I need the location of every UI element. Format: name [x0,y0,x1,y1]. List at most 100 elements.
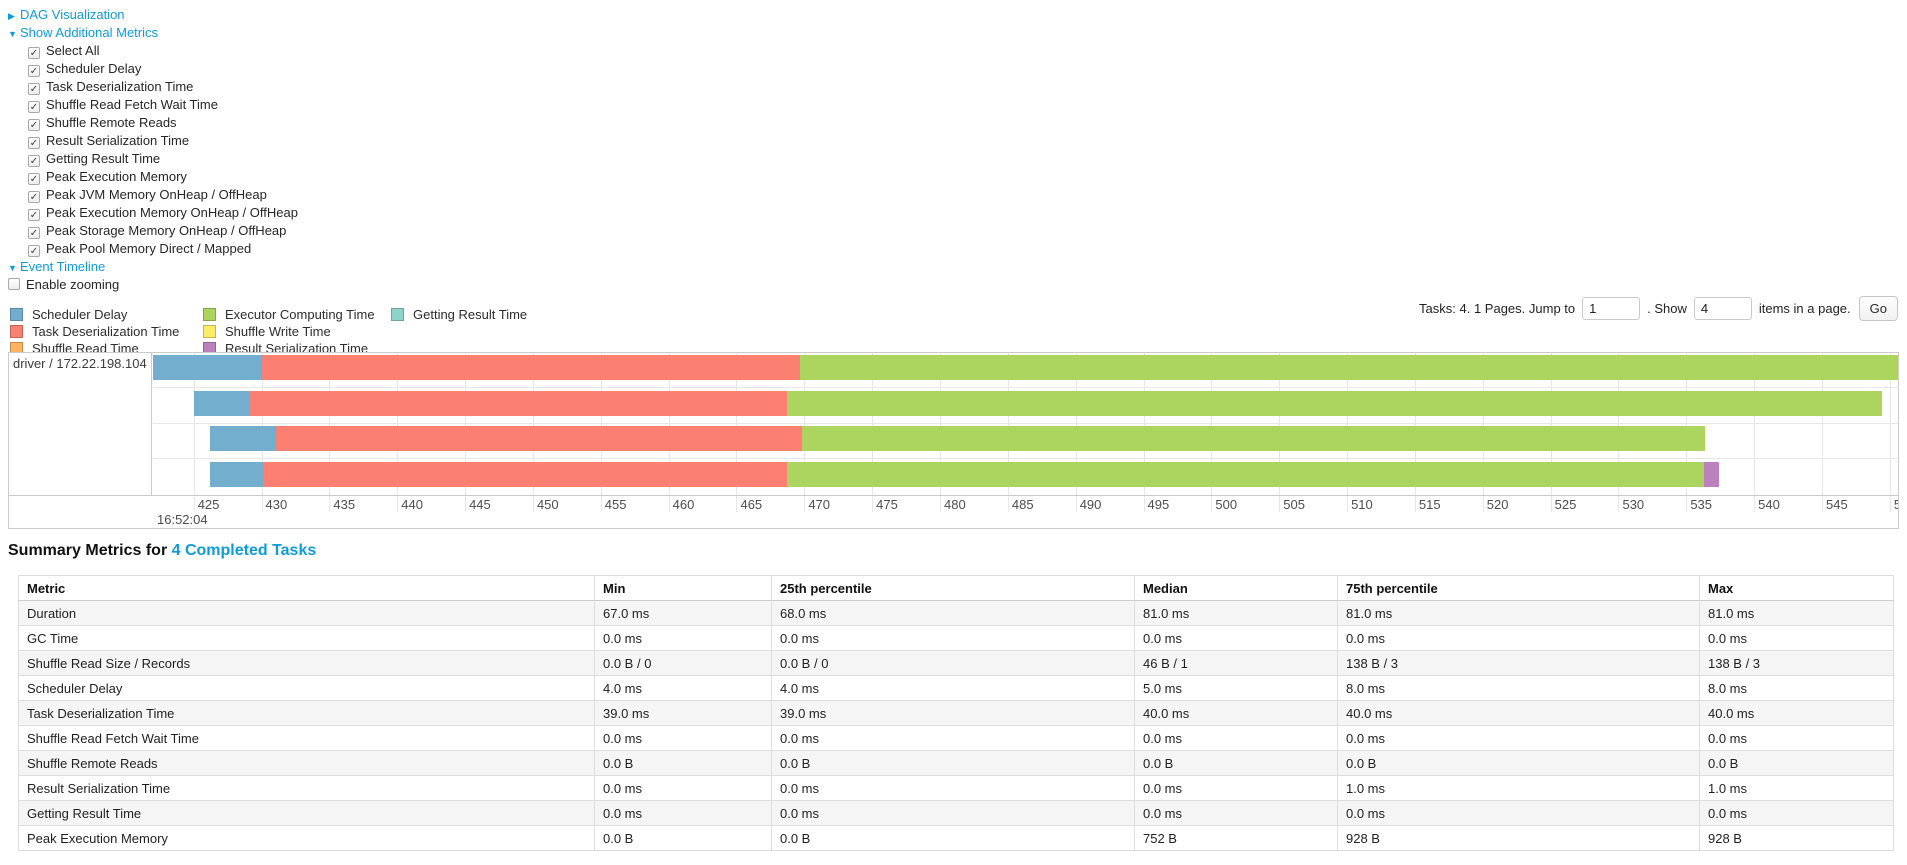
go-button[interactable]: Go [1858,296,1898,321]
axis-tick-label: 515 [1418,497,1441,512]
summary-title-prefix: Summary Metrics for [8,542,172,559]
metric-name-cell: Duration [18,600,595,626]
enable-zooming-checkbox[interactable] [8,278,20,290]
metric-checkbox[interactable]: ✓ [28,155,40,167]
axis-gridline [736,353,738,495]
event-timeline-label: Event Timeline [20,259,106,274]
metric-checkbox-item: ✓ Peak Pool Memory Direct / Mapped [28,240,528,258]
axis-tick-label: 535 [1690,497,1713,512]
legend-item: Shuffle Write Time [203,323,391,340]
metric-checkbox[interactable]: ✓ [28,119,40,131]
metric-checkbox[interactable]: ✓ [28,65,40,77]
axis-gridline [1414,353,1416,495]
metric-checkbox-label: Scheduler Delay [46,61,142,76]
axis-gridline [872,353,874,495]
task-segment-executor-computing[interactable] [800,355,1898,380]
task-segment-scheduler-delay[interactable] [209,426,277,451]
metric-value-cell: 39.0 ms [771,700,1135,726]
metric-checkbox-item: ✓ Scheduler Delay [28,60,528,78]
metric-name-cell: Shuffle Read Size / Records [18,650,595,676]
axis-tick-label: 495 [1147,497,1170,512]
dag-visualization-toggle[interactable]: ▶ DAG Visualization [8,6,528,24]
chevron-down-icon: ▼ [8,263,17,273]
table-header-cell: Min [594,575,772,601]
metric-checkbox[interactable]: ✓ [28,83,40,95]
metric-value-cell: 0.0 ms [1134,625,1338,651]
completed-tasks-link[interactable]: 4 Completed Tasks [171,542,317,559]
metric-checkbox[interactable]: ✓ [28,227,40,239]
task-segment-scheduler-delay[interactable] [209,461,263,487]
metric-checkbox-item: ✓ Task Deserialization Time [28,78,528,96]
pager-items-text: items in a page. [1758,301,1851,316]
metric-value-cell: 0.0 ms [1134,800,1338,826]
table-header-cell: Max [1699,575,1894,601]
metric-checkbox-label: Peak Storage Memory OnHeap / OffHeap [46,223,287,238]
task-segment-result-serialization[interactable] [1703,461,1719,487]
axis-tick [193,496,195,512]
metric-checkbox[interactable]: ✓ [28,137,40,149]
table-row: Scheduler Delay 4.0 ms 4.0 ms 5.0 ms 8.0 ms 8… [18,675,1894,701]
metric-checkbox-label: Select All [46,43,100,58]
metric-checkbox-item: ✓ Shuffle Remote Reads [28,114,528,132]
jump-to-page-input[interactable] [1582,297,1641,320]
table-header-cell: Metric [18,575,595,601]
metric-checkbox[interactable]: ✓ [28,47,40,59]
axis-tick-label: 425 [197,497,220,512]
task-segment-task-deserialization[interactable] [261,355,801,380]
task-segment-executor-computing[interactable] [801,426,1706,451]
metric-value-cell: 0.0 ms [771,800,1135,826]
axis-tick [668,496,670,512]
metric-value-cell: 39.0 ms [594,700,772,726]
axis-gridline [1075,353,1077,495]
table-row: Result Serialization Time 0.0 ms 0.0 ms 0.0… [18,775,1894,801]
metric-name-cell: Getting Result Time [18,800,595,826]
items-per-page-input[interactable] [1693,297,1752,320]
metric-value-cell: 0.0 ms [1337,800,1700,826]
metric-value-cell: 0.0 ms [594,800,772,826]
legend-label: Scheduler Delay [32,307,128,322]
axis-tick [1143,496,1145,512]
table-row: Task Deserialization Time 39.0 ms 39.0 ms 4… [18,700,1894,726]
axis-tick [1482,496,1484,512]
timeline-group-column: driver / 172.22.198.104 [9,353,152,495]
table-header-cell: Median [1134,575,1338,601]
task-segment-task-deserialization[interactable] [262,461,787,487]
task-segment-task-deserialization[interactable] [249,390,787,416]
show-additional-metrics-toggle[interactable]: ▼ Show Additional Metrics [8,24,528,42]
event-timeline-toggle[interactable]: ▼ Event Timeline [8,258,528,276]
metric-checkbox[interactable]: ✓ [28,101,40,113]
show-additional-metrics-label: Show Additional Metrics [20,25,159,40]
metric-value-cell: 0.0 ms [1337,625,1700,651]
timeline-axis: 16:52:04 425 430 435 440 445 450 455 460 465 470 4… [9,495,1898,528]
task-segment-executor-computing[interactable] [786,390,1882,416]
dag-visualization-label: DAG Visualization [20,7,125,22]
metric-value-cell: 0.0 B [771,825,1135,851]
axis-gridline [1686,353,1688,495]
metric-value-cell: 81.0 ms [1699,600,1894,626]
metric-value-cell: 0.0 ms [1699,800,1894,826]
task-deserialization-swatch-icon [10,325,23,338]
metric-value-cell: 4.0 ms [594,675,772,701]
legend-item: Getting Result Time [391,306,527,323]
stage-controls: ▶ DAG Visualization ▼ Show Additional Metr… [8,6,528,294]
axis-tick-label: 510 [1351,497,1373,512]
metric-checkbox-item: ✓ Peak JVM Memory OnHeap / OffHeap [28,186,528,204]
axis-tick [736,496,738,512]
metric-checkbox[interactable]: ✓ [28,209,40,221]
metric-checkbox-label: Peak Pool Memory Direct / Mapped [46,241,252,256]
metric-value-cell: 928 B [1699,825,1894,851]
axis-tick-label: 430 [265,497,288,512]
axis-gridline [329,353,331,495]
axis-tick-label: 500 [1215,497,1238,512]
task-segment-task-deserialization[interactable] [276,426,802,451]
metric-checkbox[interactable]: ✓ [28,173,40,185]
task-segment-scheduler-delay[interactable] [153,355,262,380]
metric-checkbox[interactable]: ✓ [28,191,40,203]
metric-value-cell: 138 B / 3 [1699,650,1894,676]
metric-checkbox[interactable]: ✓ [28,245,40,257]
table-header-row: Metric Min 25th percentile Median 75th perce… [18,575,1894,601]
axis-gridline [465,353,467,495]
axis-tick-label: 480 [944,497,966,512]
task-segment-executor-computing[interactable] [786,461,1704,487]
task-segment-scheduler-delay[interactable] [193,390,250,416]
